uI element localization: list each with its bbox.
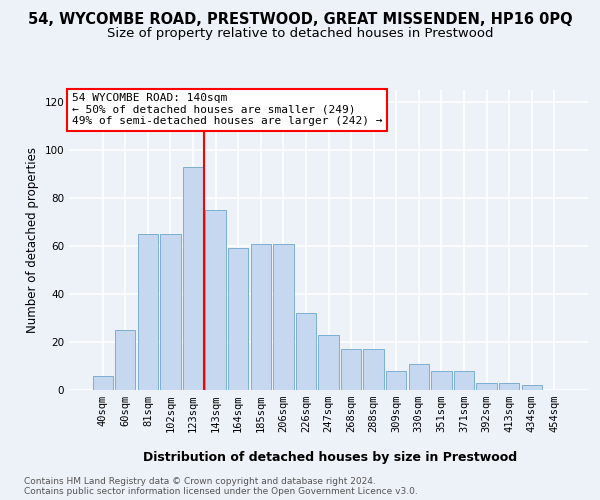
- Text: 54 WYCOMBE ROAD: 140sqm
← 50% of detached houses are smaller (249)
49% of semi-d: 54 WYCOMBE ROAD: 140sqm ← 50% of detache…: [71, 93, 382, 126]
- Bar: [228, 248, 248, 390]
- Bar: [499, 383, 519, 390]
- Bar: [115, 330, 136, 390]
- Y-axis label: Number of detached properties: Number of detached properties: [26, 147, 39, 333]
- Text: 54, WYCOMBE ROAD, PRESTWOOD, GREAT MISSENDEN, HP16 0PQ: 54, WYCOMBE ROAD, PRESTWOOD, GREAT MISSE…: [28, 12, 572, 28]
- Bar: [205, 210, 226, 390]
- Bar: [364, 349, 384, 390]
- Bar: [319, 335, 338, 390]
- Text: Distribution of detached houses by size in Prestwood: Distribution of detached houses by size …: [143, 451, 517, 464]
- Text: Contains HM Land Registry data © Crown copyright and database right 2024.: Contains HM Land Registry data © Crown c…: [24, 477, 376, 486]
- Bar: [251, 244, 271, 390]
- Bar: [183, 167, 203, 390]
- Bar: [431, 371, 452, 390]
- Bar: [296, 313, 316, 390]
- Bar: [521, 385, 542, 390]
- Bar: [138, 234, 158, 390]
- Bar: [160, 234, 181, 390]
- Text: Size of property relative to detached houses in Prestwood: Size of property relative to detached ho…: [107, 28, 493, 40]
- Bar: [476, 383, 497, 390]
- Bar: [92, 376, 113, 390]
- Bar: [341, 349, 361, 390]
- Bar: [409, 364, 429, 390]
- Text: Contains public sector information licensed under the Open Government Licence v3: Contains public sector information licen…: [24, 487, 418, 496]
- Bar: [454, 371, 474, 390]
- Bar: [273, 244, 293, 390]
- Bar: [386, 371, 406, 390]
